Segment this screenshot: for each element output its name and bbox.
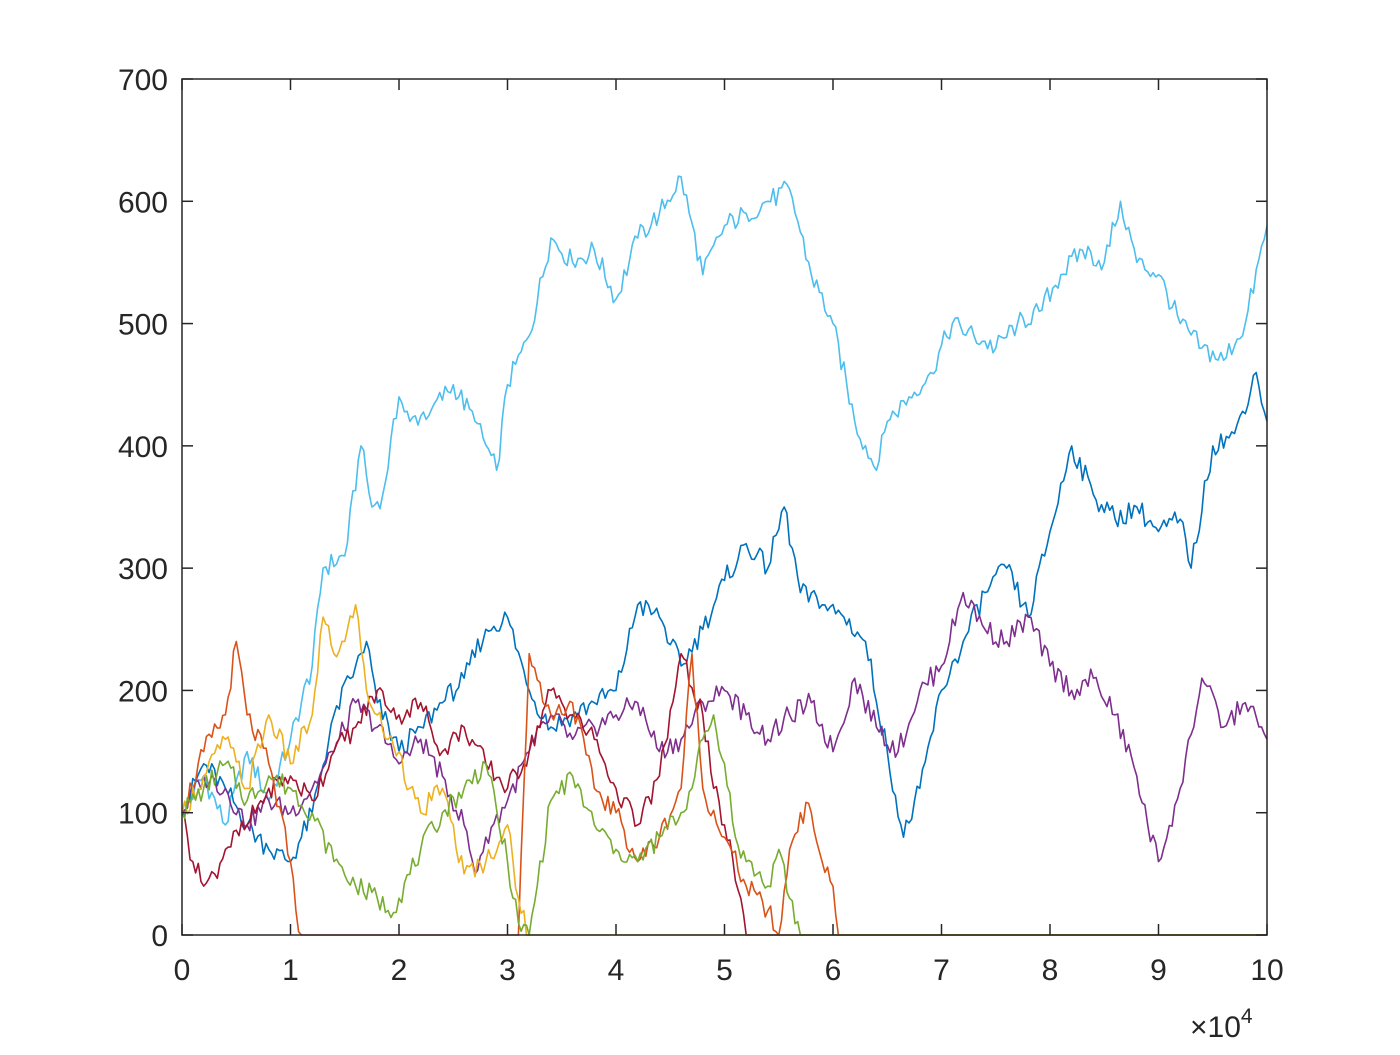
axes-background (182, 79, 1267, 935)
x-exponent-label: ×104 (1190, 1005, 1253, 1044)
series-line-2 (181, 371, 1268, 863)
x-tick-label: 8 (1042, 954, 1059, 987)
x-tick-label: 2 (391, 954, 408, 987)
x-tick-label: 3 (499, 954, 516, 987)
x-tick-label: 6 (825, 954, 842, 987)
series-line-1 (181, 175, 1268, 826)
y-tick-label: 600 (118, 186, 168, 219)
x-tick-label: 7 (933, 954, 950, 987)
x-tick-label: 9 (1150, 954, 1167, 987)
y-tick-label: 0 (151, 920, 168, 953)
y-tick-label: 500 (118, 309, 168, 342)
x-tick-label: 4 (608, 954, 625, 987)
y-tick-label: 200 (118, 675, 168, 708)
y-tick-label: 100 (118, 798, 168, 831)
x-exponent-power: 4 (1241, 1005, 1253, 1028)
x-tick-label: 5 (716, 954, 733, 987)
axes-box (181, 78, 1268, 936)
x-tick-label: 0 (174, 954, 191, 987)
y-tick-label: 400 (118, 431, 168, 464)
y-tick-label: 700 (118, 64, 168, 97)
x-exponent-base: ×10 (1190, 1011, 1241, 1044)
y-tick-label: 300 (118, 553, 168, 586)
x-tick-label: 10 (1250, 954, 1283, 987)
x-tick-label: 1 (282, 954, 299, 987)
